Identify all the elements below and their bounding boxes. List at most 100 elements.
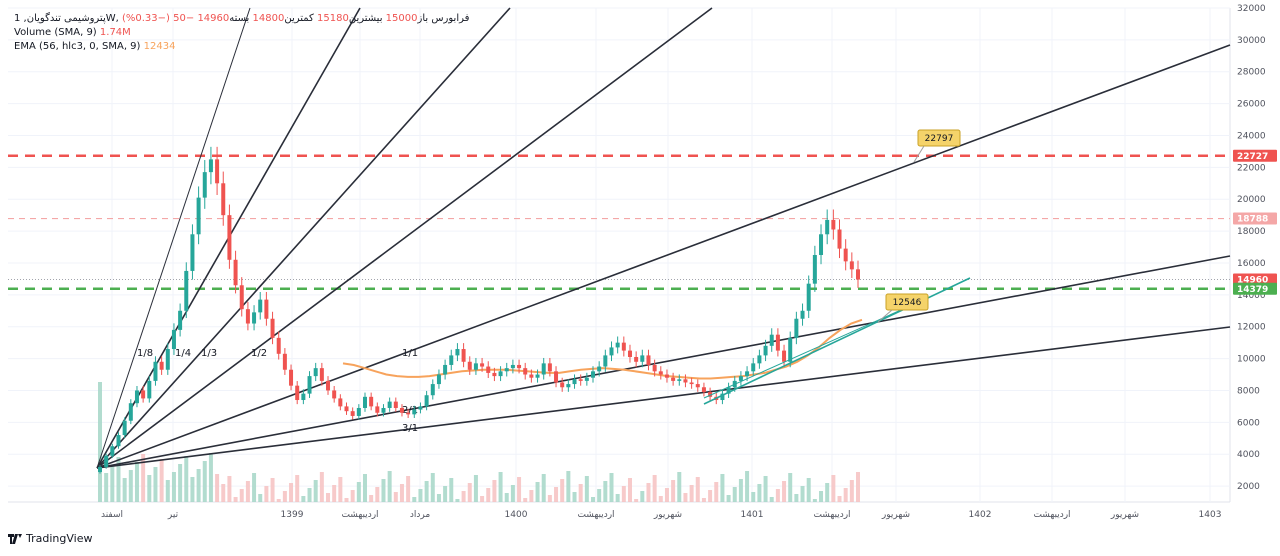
candle-body bbox=[492, 372, 497, 377]
close-label: بسته bbox=[229, 13, 250, 24]
candle-body bbox=[498, 371, 503, 377]
volume-bar bbox=[541, 474, 546, 502]
candle-body bbox=[141, 390, 146, 399]
fan-line[interactable] bbox=[96, 7, 251, 469]
y-tick-label: 6000 bbox=[1237, 418, 1260, 428]
low-label: کمترین bbox=[284, 13, 314, 24]
candle-body bbox=[276, 337, 281, 354]
trend-lines[interactable] bbox=[703, 277, 971, 405]
fan-line[interactable] bbox=[96, 44, 1231, 469]
x-tick-label: 1400 bbox=[505, 510, 528, 520]
candle-body bbox=[535, 374, 540, 378]
callout-box bbox=[885, 293, 929, 311]
candle-body bbox=[646, 355, 651, 365]
volume-bar bbox=[215, 474, 220, 502]
candle-body bbox=[751, 363, 756, 372]
callout-text: 22797 bbox=[925, 134, 954, 144]
fan-ratio-label: 2/1 bbox=[402, 405, 418, 416]
candle-body bbox=[486, 366, 491, 373]
candle-body bbox=[689, 382, 694, 385]
symbol-title[interactable]: پتروشیمی تندگویان, 1W, فرابورس bbox=[14, 13, 470, 24]
volume-bar bbox=[788, 473, 793, 502]
candle-body bbox=[467, 361, 472, 370]
candle-body bbox=[369, 396, 374, 407]
candle-body bbox=[122, 420, 127, 436]
candle-body bbox=[658, 371, 663, 375]
candle-body bbox=[788, 337, 793, 362]
volume-bar bbox=[455, 499, 460, 502]
gann-fan[interactable]: 1/8 1/4 1/3 1/2 1/1 2/1 3/1 bbox=[96, 7, 1231, 469]
volume-bar bbox=[196, 469, 201, 502]
volume-bar bbox=[856, 472, 860, 502]
candle-body bbox=[523, 368, 528, 375]
volume-bar bbox=[554, 487, 559, 502]
volume-label[interactable]: Volume (SMA, 9) bbox=[14, 27, 97, 38]
candle-body bbox=[794, 318, 799, 338]
fan-line[interactable] bbox=[96, 326, 1231, 469]
time-axis[interactable]: اسفند تیر 1399 اردیبهشت مرداد 1400 اردیبهشت شهر… bbox=[101, 510, 1221, 520]
fan-line[interactable] bbox=[96, 255, 1231, 469]
candle-body bbox=[529, 374, 534, 378]
candle-body bbox=[578, 379, 583, 381]
volume-bar bbox=[695, 477, 700, 502]
candle-body bbox=[202, 172, 207, 198]
candle-body bbox=[757, 355, 762, 364]
candle-body bbox=[695, 384, 700, 388]
candle-body bbox=[664, 374, 669, 378]
x-tick-label: اردیبهشت bbox=[813, 510, 850, 520]
volume-bar bbox=[233, 497, 238, 502]
uptrend-line-inner[interactable] bbox=[703, 296, 931, 399]
volume-bar bbox=[208, 453, 213, 502]
candle-body bbox=[517, 364, 522, 369]
ema-label[interactable]: EMA (56, hlc3, 0, SMA, 9) bbox=[14, 41, 141, 52]
tradingview-footer[interactable]: TradingView bbox=[8, 532, 92, 545]
volume-bar bbox=[128, 470, 133, 502]
candle-body bbox=[406, 412, 411, 415]
volume-bar bbox=[529, 490, 534, 502]
candle-body bbox=[319, 368, 324, 381]
volume-bar bbox=[393, 492, 398, 502]
volume-bar bbox=[362, 474, 367, 502]
volume-bar bbox=[708, 490, 713, 502]
candle-body bbox=[510, 364, 515, 369]
candle-body bbox=[843, 248, 848, 262]
volume-bar bbox=[523, 498, 528, 502]
volume-bar bbox=[239, 489, 244, 502]
candle-body bbox=[104, 455, 109, 467]
volume-bar bbox=[319, 472, 324, 502]
fan-ratio-label: 3/1 bbox=[402, 423, 418, 434]
volume-bar bbox=[578, 484, 583, 502]
candle-body bbox=[289, 369, 294, 386]
volume-bar bbox=[122, 478, 127, 502]
candle-body bbox=[128, 403, 133, 421]
candle-body bbox=[849, 261, 854, 270]
volume-bar bbox=[369, 495, 374, 502]
candle-body bbox=[763, 345, 768, 356]
candle-body bbox=[480, 363, 485, 367]
volume-bar bbox=[825, 483, 830, 502]
chart-legend: پتروشیمی تندگویان, 1W, فرابورس باز15000 … bbox=[14, 12, 469, 54]
volume-bar bbox=[165, 480, 170, 502]
volume-bar bbox=[757, 484, 762, 502]
x-tick-label: مرداد bbox=[410, 510, 430, 520]
fan-line[interactable] bbox=[96, 7, 511, 469]
candle-body bbox=[831, 219, 836, 230]
volume-bar bbox=[535, 482, 540, 502]
volume-bar bbox=[689, 485, 694, 502]
fan-line[interactable] bbox=[96, 7, 713, 469]
y-tick-label: 26000 bbox=[1237, 100, 1266, 110]
y-tick-label: 20000 bbox=[1237, 195, 1266, 205]
volume-bar bbox=[245, 481, 250, 502]
candle-body bbox=[609, 347, 614, 356]
volume-bar bbox=[449, 478, 454, 502]
volume-bar bbox=[356, 482, 361, 502]
uptrend-line[interactable] bbox=[703, 277, 971, 405]
candle-body bbox=[634, 356, 639, 362]
volume-bar bbox=[276, 499, 281, 502]
candle-body bbox=[856, 269, 860, 280]
price-axis[interactable]: 2000 4000 6000 8000 10000 12000 14000 16000 1800… bbox=[1233, 4, 1277, 492]
candle-body bbox=[147, 380, 152, 399]
candle-body bbox=[239, 285, 244, 310]
volume-bar bbox=[153, 467, 158, 502]
